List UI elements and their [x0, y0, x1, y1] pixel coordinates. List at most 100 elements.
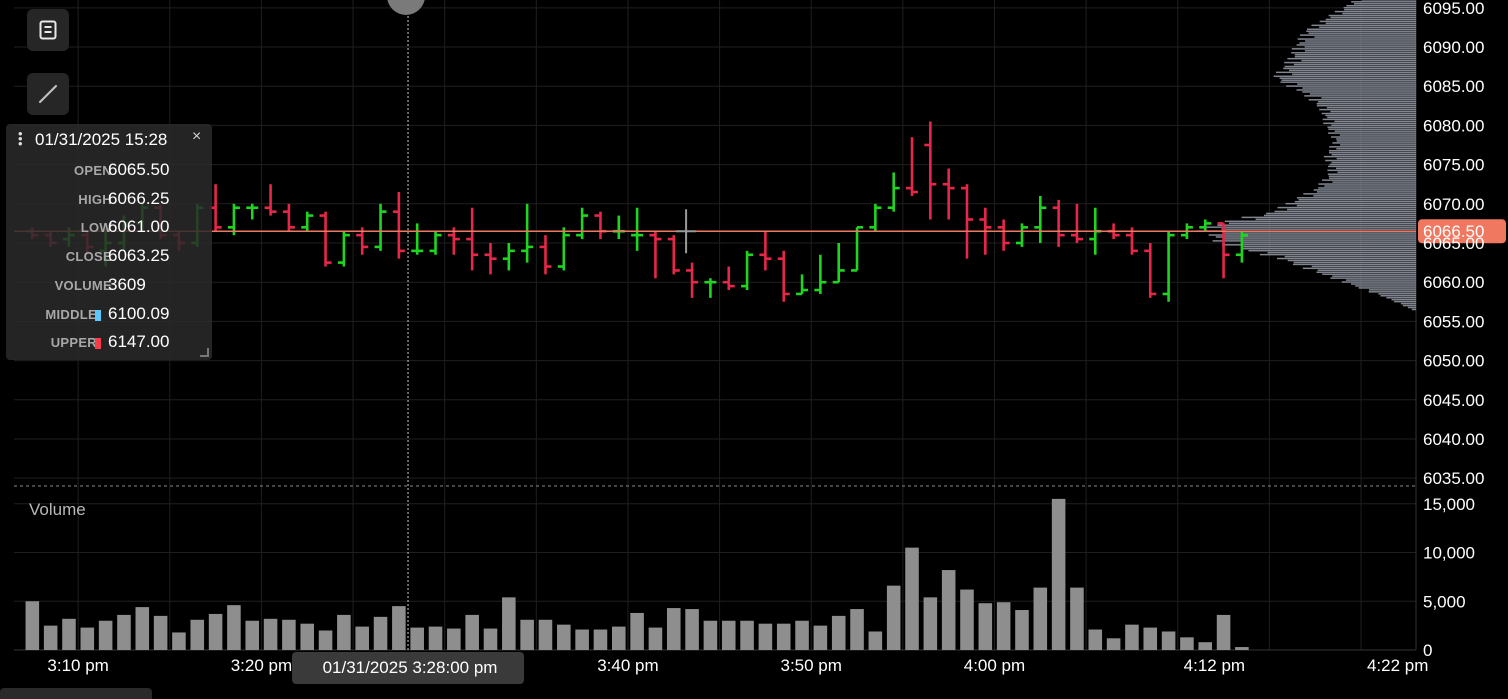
ohlc-bar[interactable] [1217, 222, 1230, 279]
volume-bar[interactable] [978, 603, 993, 650]
line-tool-button[interactable] [27, 73, 69, 115]
volume-bar[interactable] [593, 629, 608, 650]
volume-bar[interactable] [1143, 627, 1158, 650]
ohlc-bar[interactable] [869, 203, 882, 232]
volume-bar[interactable] [318, 630, 333, 651]
volume-bar[interactable] [428, 626, 443, 650]
volume-bar[interactable] [172, 632, 186, 650]
volume-bar[interactable] [1235, 647, 1249, 650]
volume-bar[interactable] [538, 619, 553, 650]
ohlc-bar[interactable] [814, 254, 827, 294]
volume-bar[interactable] [98, 620, 113, 650]
drag-handle-icon[interactable]: • • • [18, 126, 23, 151]
volume-bar[interactable] [227, 605, 241, 650]
ohlc-bar[interactable] [759, 231, 772, 271]
ohlc-bar[interactable] [429, 231, 442, 255]
info-panel-header[interactable]: • • • 01/31/2025 15:28 × [6, 124, 212, 154]
ohlc-bar[interactable] [741, 250, 754, 291]
ohlc-bar[interactable] [1235, 231, 1248, 263]
ohlc-bar[interactable] [264, 184, 277, 216]
volume-bar[interactable] [1088, 629, 1103, 650]
volume-bar[interactable] [960, 589, 974, 650]
ohlc-bar[interactable] [1070, 203, 1083, 243]
ohlc-bar[interactable] [942, 168, 955, 220]
ohlc-bar[interactable] [997, 219, 1010, 251]
volume-bar[interactable] [245, 620, 260, 650]
volume-bar[interactable] [758, 623, 773, 650]
volume-bar[interactable] [117, 614, 131, 650]
volume-bar[interactable] [1070, 587, 1084, 650]
ohlc-bar[interactable] [301, 211, 314, 232]
volume-bar[interactable] [557, 624, 571, 650]
volume-bar[interactable] [575, 629, 589, 650]
ohlc-bar[interactable] [246, 203, 259, 220]
ohlc-bar[interactable] [887, 172, 900, 212]
ohlc-bar[interactable] [851, 226, 864, 272]
ohlc-bar[interactable] [667, 235, 680, 275]
volume-bar[interactable] [25, 601, 40, 650]
ohlc-bar[interactable] [1199, 219, 1212, 232]
volume-bar[interactable] [465, 614, 479, 650]
volume-bar[interactable] [62, 618, 76, 650]
volume-bar[interactable] [666, 608, 681, 650]
volume-bar[interactable] [300, 623, 315, 650]
ohlc-bar[interactable] [777, 250, 790, 302]
ohlc-bar[interactable] [227, 203, 240, 236]
ohlc-bar[interactable] [631, 207, 644, 251]
volume-bar[interactable] [1051, 498, 1066, 650]
volume-bar[interactable] [868, 631, 883, 650]
ohlc-bar[interactable] [282, 203, 295, 232]
volume-bar[interactable] [392, 606, 406, 650]
volume-bar[interactable] [941, 570, 956, 650]
volume-bar[interactable] [905, 547, 919, 650]
volume-bar[interactable] [1161, 631, 1176, 650]
ohlc-bar[interactable] [1052, 199, 1065, 247]
volume-bar[interactable] [1125, 624, 1139, 650]
crosshair-handle[interactable] [387, 0, 425, 15]
volume-bar[interactable] [43, 625, 58, 650]
volume-bar[interactable] [520, 619, 534, 650]
volume-bar[interactable] [996, 602, 1011, 650]
ohlc-bar[interactable] [466, 207, 479, 271]
ohlc-bar[interactable] [374, 203, 387, 251]
volume-bar[interactable] [685, 609, 699, 650]
ohlc-bar[interactable] [576, 207, 589, 240]
volume-bar[interactable] [80, 627, 95, 650]
volume-bar[interactable] [282, 619, 296, 650]
volume-bar[interactable] [740, 620, 754, 650]
volume-bar[interactable] [850, 609, 864, 650]
ohlc-bar[interactable] [502, 243, 515, 271]
ohlc-bar[interactable] [1162, 231, 1175, 302]
ohlc-bar[interactable] [960, 184, 973, 259]
ohlc-bar[interactable] [557, 227, 570, 271]
ohlc-bar[interactable] [521, 203, 534, 263]
ohlc-bar[interactable] [392, 192, 405, 259]
volume-bar[interactable] [1106, 638, 1121, 650]
close-icon[interactable]: × [192, 128, 202, 145]
volume-bar[interactable] [630, 612, 644, 650]
ohlc-bar[interactable] [906, 137, 919, 196]
ohlc-bar[interactable] [686, 262, 699, 298]
volume-bar[interactable] [1033, 587, 1048, 650]
volume-bar[interactable] [813, 625, 828, 650]
menu-button[interactable] [27, 9, 69, 51]
volume-bar[interactable] [502, 597, 516, 650]
volume-bar[interactable] [923, 597, 938, 650]
ohlc-bar[interactable] [722, 266, 735, 291]
ohlc-bar[interactable] [832, 243, 845, 284]
volume-bar[interactable] [721, 620, 736, 650]
volume-bar[interactable] [190, 619, 205, 650]
volume-bar[interactable] [612, 626, 626, 650]
volume-bar[interactable] [1216, 614, 1231, 650]
ohlc-bar[interactable] [649, 231, 662, 279]
volume-bar[interactable] [1180, 637, 1194, 650]
ohlc-bar[interactable] [1144, 243, 1157, 298]
bottom-tab[interactable] [0, 688, 152, 699]
volume-bar[interactable] [355, 626, 369, 650]
volume-bar[interactable] [337, 614, 351, 650]
ohlc-bar[interactable] [539, 235, 552, 275]
ohlc-bar[interactable] [924, 121, 937, 220]
volume-bar[interactable] [886, 585, 901, 650]
volume-bar[interactable] [373, 616, 388, 650]
